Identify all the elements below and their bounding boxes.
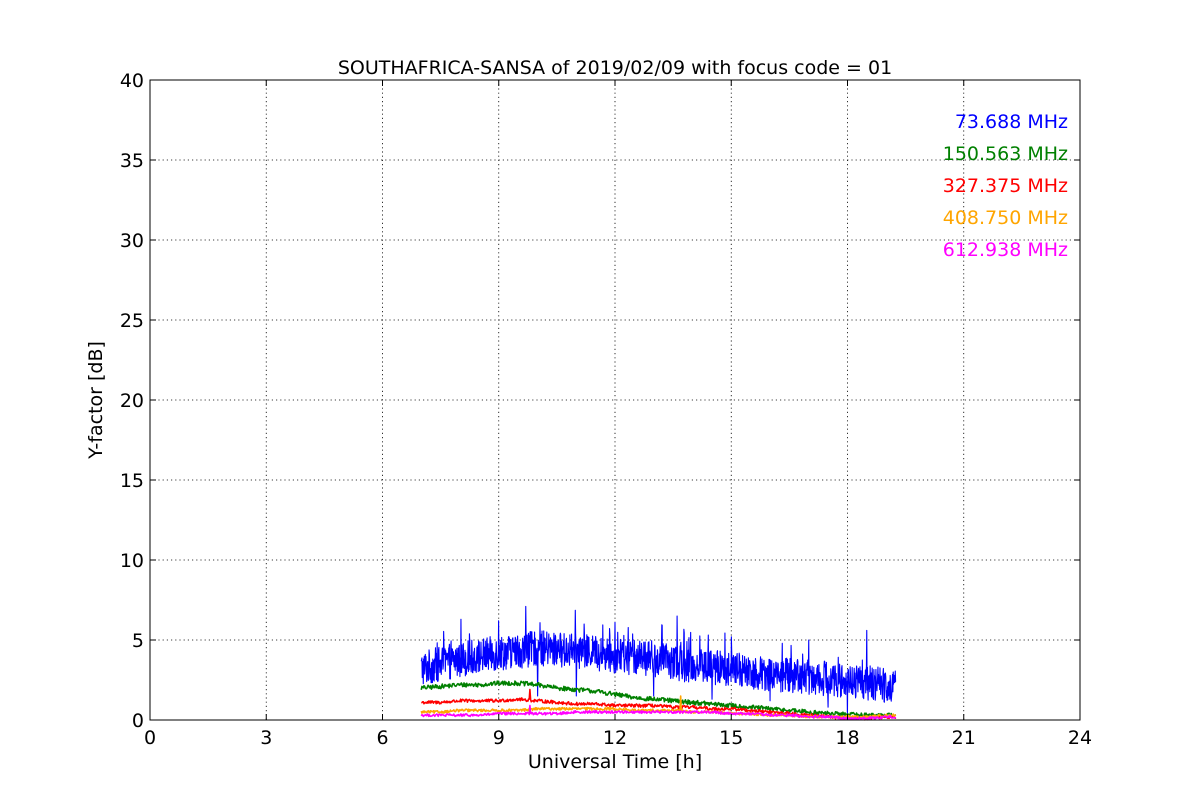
y-tick-label: 20 (120, 390, 144, 412)
x-tick-label: 0 (144, 727, 156, 749)
y-tick-label: 10 (120, 550, 144, 572)
y-tick-label: 35 (120, 150, 144, 172)
y-tick-label: 5 (132, 630, 144, 652)
x-tick-label: 24 (1068, 727, 1092, 749)
x-tick-label: 3 (260, 727, 272, 749)
y-tick-labels: 0 5 10 15 20 25 30 35 40 (120, 70, 144, 732)
legend-entry: 612.938 MHz (943, 239, 1068, 261)
x-axis-label: Universal Time [h] (528, 751, 702, 773)
y-tick-label: 40 (120, 70, 144, 92)
legend-entry: 327.375 MHz (943, 175, 1068, 197)
x-tick-label: 12 (603, 727, 627, 749)
grid-lines (150, 80, 1080, 720)
y-tick-label: 25 (120, 310, 144, 332)
chart-title: SOUTHAFRICA-SANSA of 2019/02/09 with foc… (338, 57, 892, 79)
series-line (420, 680, 897, 719)
y-tick-label: 15 (120, 470, 144, 492)
x-tick-labels: 0 3 6 9 12 15 18 21 24 (144, 727, 1092, 749)
series-line (420, 704, 897, 721)
x-tick-label: 9 (493, 727, 505, 749)
series-line (420, 605, 897, 718)
data-series (420, 605, 897, 721)
axis-ticks (149, 79, 1081, 721)
x-tick-label: 21 (952, 727, 976, 749)
legend-entry: 408.750 MHz (943, 207, 1068, 229)
legend-entry: 73.688 MHz (955, 111, 1068, 133)
legend-entry: 150.563 MHz (943, 143, 1068, 165)
legend: 73.688 MHz 150.563 MHz 327.375 MHz 408.750 … (943, 111, 1068, 261)
x-tick-label: 15 (719, 727, 743, 749)
x-tick-label: 18 (835, 727, 859, 749)
x-tick-label: 6 (376, 727, 388, 749)
y-tick-label: 30 (120, 230, 144, 252)
y-axis-label: Y-factor [dB] (85, 341, 107, 460)
y-tick-label: 0 (132, 710, 144, 732)
